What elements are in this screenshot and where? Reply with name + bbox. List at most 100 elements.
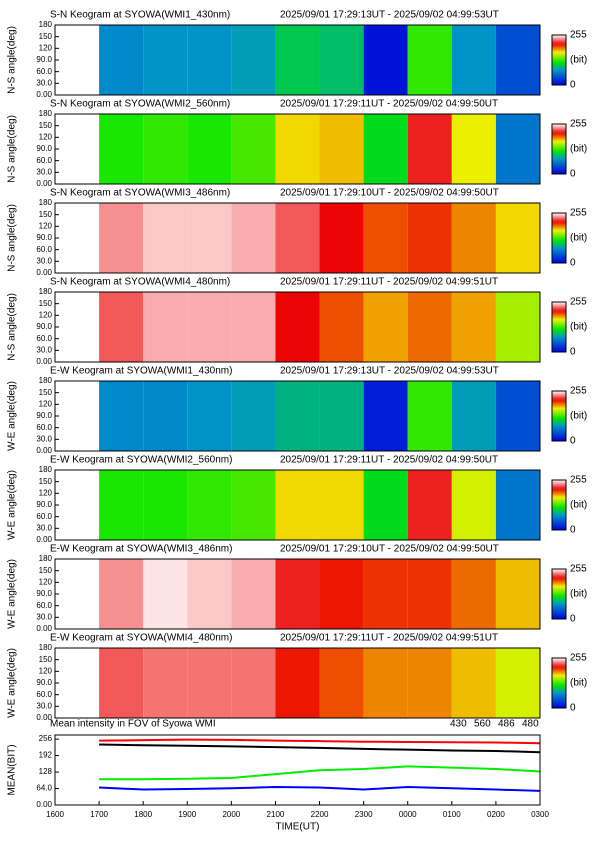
keogram-cell: [407, 114, 452, 184]
colorbar-label: (bit): [570, 589, 587, 600]
colorbar: [551, 212, 567, 264]
panel-title: E-W Keogram at SYOWA(WMI1_430nm): [50, 366, 232, 377]
keogram-cell: [363, 25, 408, 95]
keogram-cell: [187, 292, 232, 362]
y-tick-label: 150: [39, 477, 53, 486]
y-tick-label: 64.0: [36, 784, 52, 793]
keogram-cell: [407, 381, 452, 451]
colorbar-label: (bit): [570, 55, 587, 66]
keogram-cell: [275, 559, 320, 629]
panel-time-range: 2025/09/01 17:29:11UT - 2025/09/02 04:99…: [280, 455, 498, 466]
keogram-cell: [495, 25, 540, 95]
x-tick-label: 0200: [487, 810, 505, 819]
keogram-cell: [143, 25, 188, 95]
keogram-cell: [143, 648, 188, 718]
keogram-cell: [451, 648, 496, 718]
x-tick-label: 1900: [178, 810, 196, 819]
y-tick-label: 150: [39, 388, 53, 397]
keogram-cell: [495, 381, 540, 451]
y-axis-label: W-E angle(deg): [7, 648, 18, 718]
y-axis-label: N-S angle(deg): [7, 26, 18, 94]
keogram-cell: [143, 381, 188, 451]
y-axis-label: W-E angle(deg): [7, 381, 18, 451]
panel-title: S-N Keogram at SYOWA(WMI3_486nm): [50, 188, 230, 199]
y-axis-label: N-S angle(deg): [7, 204, 18, 272]
colorbar: [551, 390, 567, 442]
keogram-cell: [99, 648, 144, 718]
y-tick-label: 120: [39, 43, 53, 52]
y-tick-label: 90.0: [36, 411, 52, 420]
y-axis-label: W-E angle(deg): [7, 470, 18, 540]
keogram-cell: [143, 114, 188, 184]
x-tick-label: 1700: [90, 810, 108, 819]
y-tick-label: 192: [39, 751, 53, 760]
keogram-cell: [275, 25, 320, 95]
series-line: [99, 785, 541, 792]
keogram-cell: [451, 203, 496, 273]
y-tick-label: 120: [39, 310, 53, 319]
y-tick-label: 0.00: [36, 90, 52, 99]
keogram-cell: [363, 203, 408, 273]
y-tick-label: 90.0: [36, 322, 52, 331]
keogram-cell: [231, 559, 276, 629]
y-tick-label: 60.0: [36, 423, 52, 432]
colorbar-tick-label: 0: [570, 525, 576, 536]
keogram-cell: [275, 470, 320, 540]
keogram-cell: [187, 559, 232, 629]
keogram-cell: [231, 648, 276, 718]
y-tick-label: 90.0: [36, 55, 52, 64]
keogram-cell: [451, 381, 496, 451]
keogram-cell: [495, 648, 540, 718]
keogram-cell: [451, 559, 496, 629]
colorbar-label: (bit): [570, 233, 587, 244]
y-tick-label: 128: [39, 767, 53, 776]
keogram-cell: [363, 648, 408, 718]
colorbar-label: (bit): [570, 322, 587, 333]
keogram-cell: [99, 114, 144, 184]
keogram-cell: [407, 559, 452, 629]
y-tick-label: 0.00: [36, 268, 52, 277]
colorbar-tick-label: 0: [570, 347, 576, 358]
keogram-cell: [363, 381, 408, 451]
y-tick-label: 0.00: [36, 800, 52, 809]
y-tick-label: 180: [39, 198, 53, 207]
y-tick-label: 180: [39, 465, 53, 474]
colorbar-tick-label: 255: [570, 653, 587, 664]
keogram-cell: [231, 25, 276, 95]
y-axis-label: MEAN(BIT): [7, 744, 18, 795]
keogram-cell: [187, 470, 232, 540]
y-tick-label: 150: [39, 566, 53, 575]
keogram-cell: [275, 114, 320, 184]
panel-title: S-N Keogram at SYOWA(WMI4_480nm): [50, 277, 230, 288]
y-tick-label: 150: [39, 32, 53, 41]
keogram-cell: [363, 292, 408, 362]
y-tick-label: 0.00: [36, 446, 52, 455]
colorbar: [551, 123, 567, 175]
legend-entry: 430: [450, 719, 467, 730]
colorbar: [551, 479, 567, 531]
y-tick-label: 30.0: [36, 78, 52, 87]
colorbar: [551, 568, 567, 620]
y-tick-label: 60.0: [36, 512, 52, 521]
colorbar-tick-label: 0: [570, 258, 576, 269]
y-axis-label: N-S angle(deg): [7, 293, 18, 361]
series-line: [99, 743, 541, 754]
panel-time-range: 2025/09/01 17:29:11UT - 2025/09/02 04:99…: [280, 277, 498, 288]
keogram-cell: [451, 292, 496, 362]
keogram-cell: [319, 203, 364, 273]
panel-time-range: 2025/09/01 17:29:13UT - 2025/09/02 04:99…: [280, 366, 499, 377]
x-tick-label: 2300: [355, 810, 373, 819]
y-tick-label: 90.0: [36, 500, 52, 509]
keogram-cell: [275, 381, 320, 451]
y-tick-label: 120: [39, 221, 53, 230]
colorbar-tick-label: 255: [570, 386, 587, 397]
y-tick-label: 90.0: [36, 678, 52, 687]
keogram-cell: [407, 203, 452, 273]
y-tick-label: 30.0: [36, 345, 52, 354]
y-tick-label: 180: [39, 376, 53, 385]
keogram-cell: [363, 114, 408, 184]
colorbar-tick-label: 255: [570, 564, 587, 575]
y-tick-label: 256: [39, 734, 53, 743]
keogram-cell: [275, 203, 320, 273]
keogram-cell: [187, 648, 232, 718]
